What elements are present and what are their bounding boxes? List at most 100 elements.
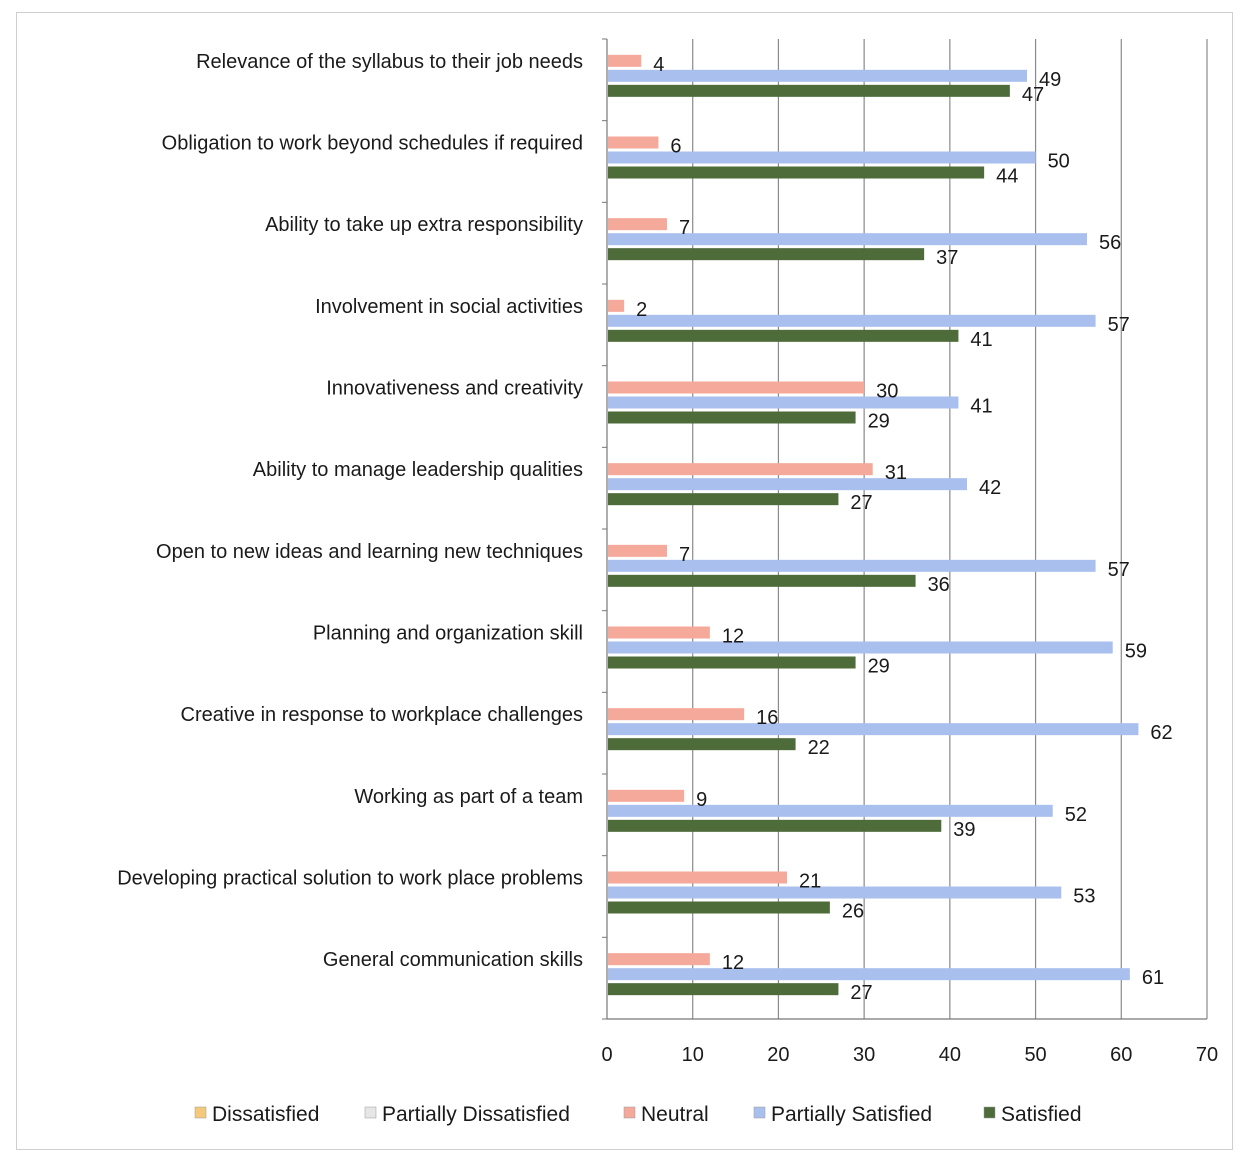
- category-label: Innovativeness and creativity: [326, 378, 583, 400]
- grid-layer: [692, 39, 1208, 1019]
- data-label: 27: [850, 492, 872, 514]
- category-label: Relevance of the syllabus to their job n…: [196, 51, 583, 73]
- bar-partially-satisfied: [608, 233, 1087, 246]
- legend-label: Satisfied: [1001, 1103, 1082, 1126]
- data-label: 21: [799, 871, 821, 893]
- bar-satisfied: [608, 901, 830, 914]
- data-label: 57: [1108, 559, 1130, 581]
- bar-satisfied: [608, 738, 796, 751]
- bar-partially-satisfied: [608, 559, 1096, 572]
- legend-label: Partially Satisfied: [771, 1103, 932, 1126]
- data-label: 56: [1099, 232, 1121, 254]
- data-label: 16: [756, 707, 778, 729]
- legend-swatch: [194, 1106, 207, 1119]
- data-label: 12: [722, 626, 744, 648]
- category-label: Creative in response to workplace challe…: [181, 704, 583, 726]
- bar-partially-satisfied: [608, 968, 1130, 981]
- legend-label: Dissatisfied: [212, 1103, 319, 1126]
- data-label: 2: [636, 299, 647, 321]
- bar-neutral: [608, 136, 659, 149]
- bar-neutral: [608, 463, 873, 476]
- data-label: 53: [1073, 886, 1095, 908]
- data-label: 29: [868, 656, 890, 678]
- legend-label: Partially Dissatisfied: [382, 1103, 570, 1126]
- bar-neutral: [608, 626, 710, 639]
- data-label: 39: [953, 819, 975, 841]
- data-label: 57: [1108, 314, 1130, 336]
- x-tick-label: 50: [1024, 1044, 1046, 1066]
- x-tick-label: 70: [1196, 1044, 1218, 1066]
- category-label: Planning and organization skill: [313, 623, 583, 645]
- bar-neutral: [608, 953, 710, 966]
- category-label: Ability to manage leadership qualities: [253, 459, 583, 481]
- x-tick-label: 20: [767, 1044, 789, 1066]
- bar-satisfied: [608, 166, 985, 179]
- bar-partially-satisfied: [608, 804, 1053, 817]
- bar-partially-satisfied: [608, 641, 1113, 654]
- bar-neutral: [608, 299, 625, 312]
- data-label: 12: [722, 952, 744, 974]
- bar-partially-satisfied: [608, 723, 1139, 736]
- legend-swatch: [364, 1106, 377, 1119]
- bar-satisfied: [608, 84, 1010, 97]
- x-tick-label: 30: [853, 1044, 875, 1066]
- bar-neutral: [608, 218, 667, 231]
- labels-layer: Relevance of the syllabus to their job n…: [117, 51, 1172, 1004]
- bar-partially-satisfied: [608, 478, 967, 491]
- category-label: Ability to take up extra responsibility: [265, 214, 583, 236]
- data-label: 50: [1048, 151, 1070, 173]
- bar-neutral: [608, 789, 685, 802]
- x-tick-label: 10: [682, 1044, 704, 1066]
- bar-satisfied: [608, 656, 856, 669]
- data-label: 41: [970, 329, 992, 351]
- data-label: 52: [1065, 804, 1087, 826]
- bar-satisfied: [608, 493, 839, 506]
- data-label: 7: [679, 544, 690, 566]
- data-label: 9: [696, 789, 707, 811]
- bars-layer: [608, 54, 1139, 996]
- category-label: General communication skills: [323, 949, 583, 971]
- x-tick-label: 60: [1110, 1044, 1132, 1066]
- chart-frame: Relevance of the syllabus to their job n…: [16, 12, 1233, 1150]
- bar-neutral: [608, 54, 642, 67]
- x-tick-label: 40: [939, 1044, 961, 1066]
- category-label: Developing practical solution to work pl…: [117, 868, 583, 890]
- data-label: 49: [1039, 69, 1061, 91]
- legend-swatch: [753, 1106, 766, 1119]
- bar-partially-satisfied: [608, 69, 1027, 82]
- data-label: 36: [928, 574, 950, 596]
- data-label: 31: [885, 462, 907, 484]
- bar-neutral: [608, 871, 787, 884]
- legend: Dissatisfied Partially Dissatisfied Neutra…: [194, 1103, 1082, 1126]
- bar-satisfied: [608, 983, 839, 996]
- data-label: 59: [1125, 641, 1147, 663]
- category-label: Open to new ideas and learning new techn…: [156, 541, 583, 563]
- data-label: 4: [653, 54, 664, 76]
- data-label: 27: [850, 982, 872, 1004]
- bar-partially-satisfied: [608, 314, 1096, 327]
- axis-layer: 0 10 20 30 40 50 60 70: [601, 38, 1218, 1066]
- bar-satisfied: [608, 248, 925, 261]
- bar-satisfied: [608, 329, 959, 342]
- data-label: 6: [670, 136, 681, 158]
- data-label: 62: [1150, 722, 1172, 744]
- legend-label: Neutral: [641, 1103, 709, 1126]
- category-label: Involvement in social activities: [315, 296, 583, 318]
- bar-neutral: [608, 381, 865, 394]
- data-label: 26: [842, 901, 864, 923]
- data-label: 44: [996, 166, 1018, 188]
- data-label: 42: [979, 477, 1001, 499]
- data-label: 29: [868, 411, 890, 433]
- bar-satisfied: [608, 819, 942, 832]
- bar-satisfied: [608, 574, 916, 587]
- data-label: 37: [936, 247, 958, 269]
- category-label: Working as part of a team: [354, 786, 583, 808]
- data-label: 7: [679, 217, 690, 239]
- x-tick-label: 0: [601, 1044, 612, 1066]
- legend-swatch: [983, 1106, 996, 1119]
- data-label: 47: [1022, 84, 1044, 106]
- bar-partially-satisfied: [608, 151, 1036, 164]
- bar-neutral: [608, 544, 667, 557]
- data-label: 61: [1142, 967, 1164, 989]
- bar-partially-satisfied: [608, 886, 1062, 899]
